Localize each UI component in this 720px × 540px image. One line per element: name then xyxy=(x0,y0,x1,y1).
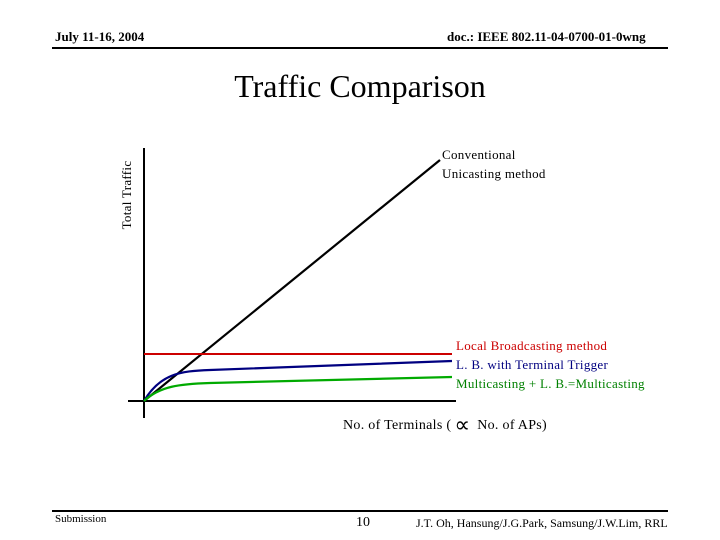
proportional-symbol: ∝ xyxy=(454,412,471,437)
footer-submission: Submission xyxy=(55,513,107,525)
header-rule xyxy=(52,47,668,49)
slide-title: Traffic Comparison xyxy=(234,68,486,104)
curve-multicasting xyxy=(143,375,453,402)
header-doc-id: doc.: IEEE 802.11-04-0700-01-0wng xyxy=(447,29,646,44)
label-conventional: Conventional Unicasting method xyxy=(442,145,546,183)
x-axis-label: No. of Terminals (∝ No. of APs) xyxy=(343,412,547,438)
label-terminal-trigger: L. B. with Terminal Trigger xyxy=(456,357,609,372)
footer-page-number: 10 xyxy=(356,515,370,530)
curve-terminal-trigger xyxy=(143,359,453,402)
curve-conventional xyxy=(143,159,441,402)
label-multicasting: Multicasting + L. B.=Multicasting xyxy=(456,376,645,391)
footer-authors: J.T. Oh, Hansung/J.G.Park, Samsung/J.W.L… xyxy=(416,516,668,530)
label-conventional-line1: Conventional xyxy=(442,147,516,162)
footer-rule xyxy=(52,510,668,512)
x-axis-label-prefix: No. of Terminals ( xyxy=(343,418,452,433)
label-local-broadcasting: Local Broadcasting method xyxy=(456,338,608,353)
x-axis-label-suffix: No. of APs) xyxy=(473,418,548,433)
header-date: July 11-16, 2004 xyxy=(55,29,145,44)
label-conventional-line2: Unicasting method xyxy=(442,166,546,181)
